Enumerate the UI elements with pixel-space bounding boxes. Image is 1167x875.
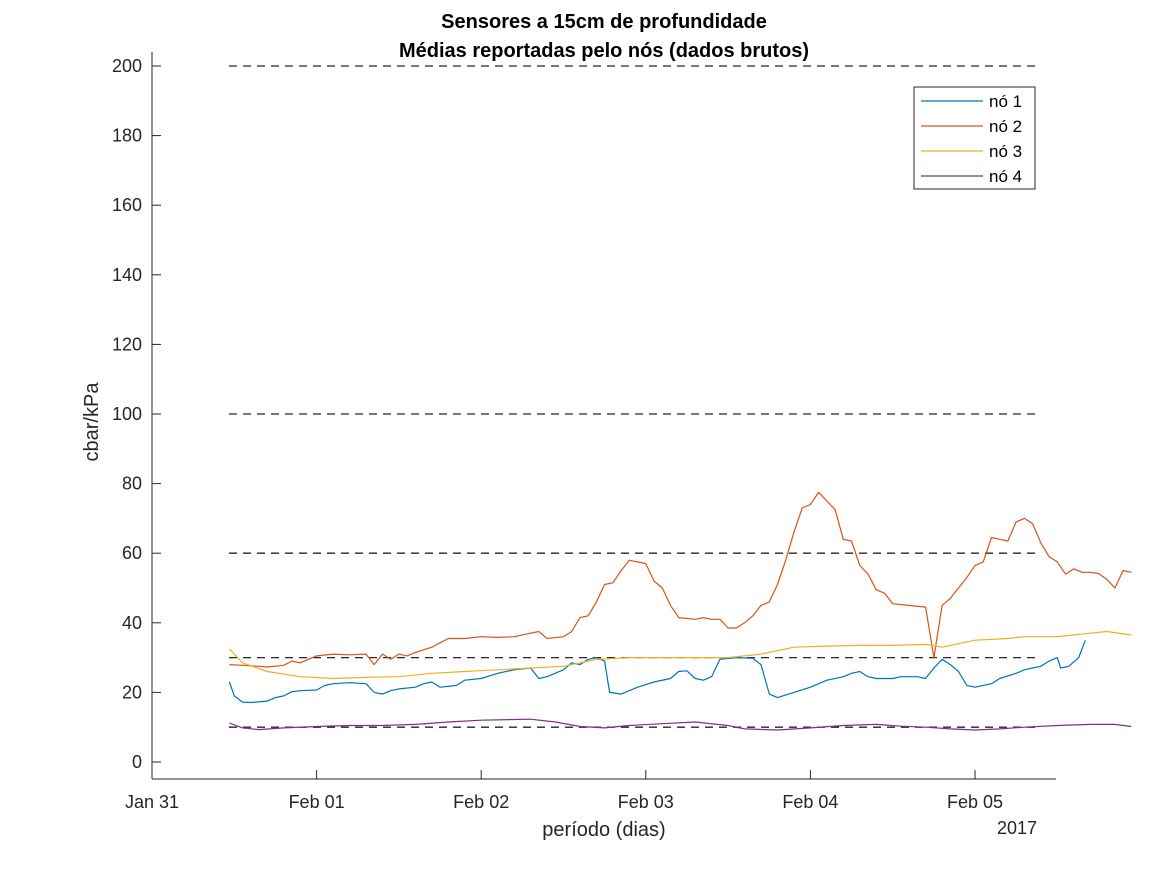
- x-tick-label: Feb 04: [782, 792, 838, 812]
- chart-subtitle: Médias reportadas pelo nós (dados brutos…: [399, 40, 809, 62]
- y-tick-label: 180: [112, 126, 142, 146]
- series-line-4: [229, 718, 1132, 731]
- series-line-1: [228, 639, 1086, 704]
- y-tick-label: 80: [122, 474, 142, 494]
- y-tick-label: 160: [112, 195, 142, 215]
- series-group: [228, 491, 1132, 731]
- x-axis-label: período (dias): [542, 819, 665, 841]
- y-axis-label: cbar/kPa: [81, 382, 103, 462]
- y-tick-label: 100: [112, 404, 142, 424]
- axes: [151, 52, 1056, 780]
- x-year-label: 2017: [997, 818, 1037, 838]
- legend-box: [913, 86, 1036, 190]
- x-tick-label: Feb 01: [289, 792, 345, 812]
- y-tick-label: 60: [122, 543, 142, 563]
- legend-label: nó 2: [989, 117, 1022, 136]
- y-tick-label: 20: [122, 682, 142, 702]
- series-line-3: [228, 630, 1132, 680]
- x-tick-label: Feb 02: [453, 792, 509, 812]
- x-ticks: Jan 31 Feb 01 Feb 02 Feb 03 Feb 04 Feb 05: [125, 770, 1003, 812]
- y-tick-label: 120: [112, 334, 142, 354]
- legend-label: nó 1: [989, 92, 1022, 111]
- legend-label: nó 4: [989, 167, 1022, 186]
- legend-label: nó 3: [989, 142, 1022, 161]
- x-tick-label: Feb 03: [618, 792, 674, 812]
- series-line-2: [229, 491, 1132, 668]
- y-ticks: 0 20 40 60 80 100 120 140 160 180 200: [112, 56, 161, 772]
- y-tick-label: 140: [112, 265, 142, 285]
- y-tick-label: 40: [122, 613, 142, 633]
- x-tick-label: Feb 05: [947, 792, 1003, 812]
- chart-title: Sensores a 15cm de profundidade: [441, 11, 767, 33]
- y-tick-label: 200: [112, 56, 142, 76]
- y-tick-label: 0: [132, 752, 142, 772]
- x-tick-label: Jan 31: [125, 792, 179, 812]
- legend: nó 1 nó 2 nó 3 nó 4: [913, 86, 1036, 190]
- reference-lines: [229, 65, 1039, 728]
